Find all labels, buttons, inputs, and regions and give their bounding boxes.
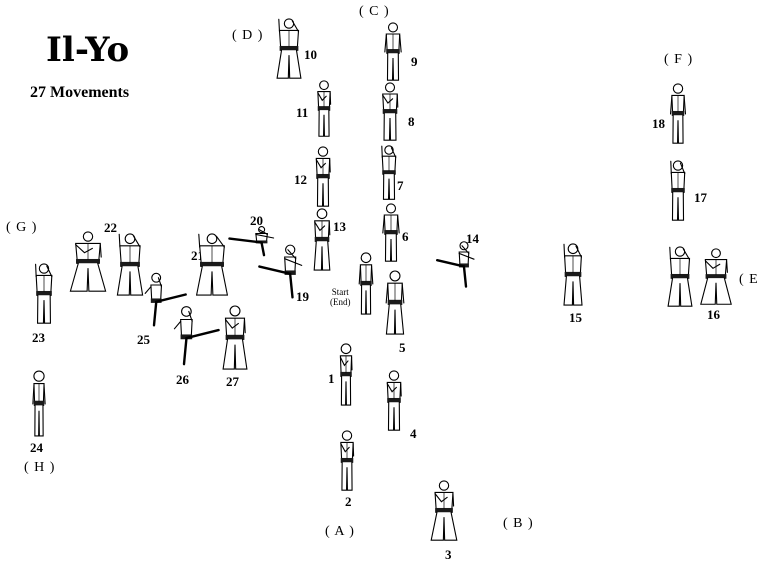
figure-17 <box>670 160 686 221</box>
start-end-label: Start (End) <box>330 287 351 307</box>
figure-18 <box>669 83 687 144</box>
figure-27 <box>222 305 248 370</box>
movement-number-18: 18 <box>652 116 665 131</box>
movement-number-22: 22 <box>104 220 117 235</box>
figure-25 <box>144 272 187 327</box>
figure-8 <box>382 82 399 141</box>
movement-number-2: 2 <box>345 494 352 509</box>
form-title: Il-Yo <box>46 30 130 70</box>
movement-number-13: 13 <box>333 219 346 234</box>
figure-16-b <box>700 248 732 305</box>
movement-number-24: 24 <box>30 440 43 455</box>
movement-number-8: 8 <box>408 114 415 129</box>
figure-11 <box>317 80 332 137</box>
figure-6 <box>382 203 400 262</box>
movement-number-26: 26 <box>176 372 189 387</box>
figure-15 <box>563 243 583 306</box>
figure-7 <box>381 145 397 200</box>
figure-22-b <box>116 233 144 296</box>
movement-number-9: 9 <box>411 54 418 69</box>
direction-a: ( A ) <box>325 524 355 539</box>
figure-3 <box>430 480 458 541</box>
movement-number-5: 5 <box>399 340 406 355</box>
movement-number-17: 17 <box>694 190 707 205</box>
movement-number-12: 12 <box>294 172 307 187</box>
movement-number-15: 15 <box>569 310 582 325</box>
direction-e: ( E <box>739 272 759 287</box>
movement-number-20: 20 <box>250 213 263 228</box>
movement-number-4: 4 <box>410 426 417 441</box>
start-label: Start <box>331 287 349 297</box>
direction-f: ( F ) <box>664 52 694 67</box>
movement-count: 27 Movements <box>30 84 130 101</box>
movement-number-19: 19 <box>296 289 309 304</box>
end-label: (End) <box>330 297 351 307</box>
figure-5 <box>385 270 405 335</box>
movement-number-14: 14 <box>466 231 479 246</box>
movement-number-3: 3 <box>445 547 452 562</box>
figure-9 <box>384 22 402 81</box>
figure-13 <box>313 208 331 271</box>
movement-number-16: 16 <box>707 307 720 322</box>
figure-start <box>358 252 374 315</box>
movement-number-27: 27 <box>226 374 239 389</box>
direction-c: ( C ) <box>359 4 390 19</box>
movement-number-25: 25 <box>137 332 150 347</box>
figure-14 <box>436 241 475 288</box>
figure-22-a <box>69 231 107 292</box>
figure-21 <box>195 233 229 296</box>
figure-2 <box>340 430 355 491</box>
direction-h: ( H ) <box>24 460 56 475</box>
figure-26 <box>173 306 220 366</box>
figure-1 <box>339 343 353 406</box>
direction-d: ( D ) <box>232 28 264 43</box>
movement-number-6: 6 <box>402 229 409 244</box>
movement-number-1: 1 <box>328 371 335 386</box>
figure-4 <box>386 370 402 431</box>
figure-23 <box>35 263 53 324</box>
figure-10 <box>276 18 302 79</box>
figure-24 <box>32 370 46 437</box>
movement-number-11: 11 <box>296 105 309 120</box>
direction-b: ( B ) <box>503 516 534 531</box>
figure-16-a <box>667 246 693 307</box>
movement-number-10: 10 <box>304 47 317 62</box>
movement-number-7: 7 <box>397 178 404 193</box>
direction-g: ( G ) <box>6 220 38 235</box>
figure-19 <box>258 244 303 299</box>
figure-12 <box>315 146 331 207</box>
figure-20 <box>228 226 275 257</box>
movement-number-23: 23 <box>32 330 45 345</box>
